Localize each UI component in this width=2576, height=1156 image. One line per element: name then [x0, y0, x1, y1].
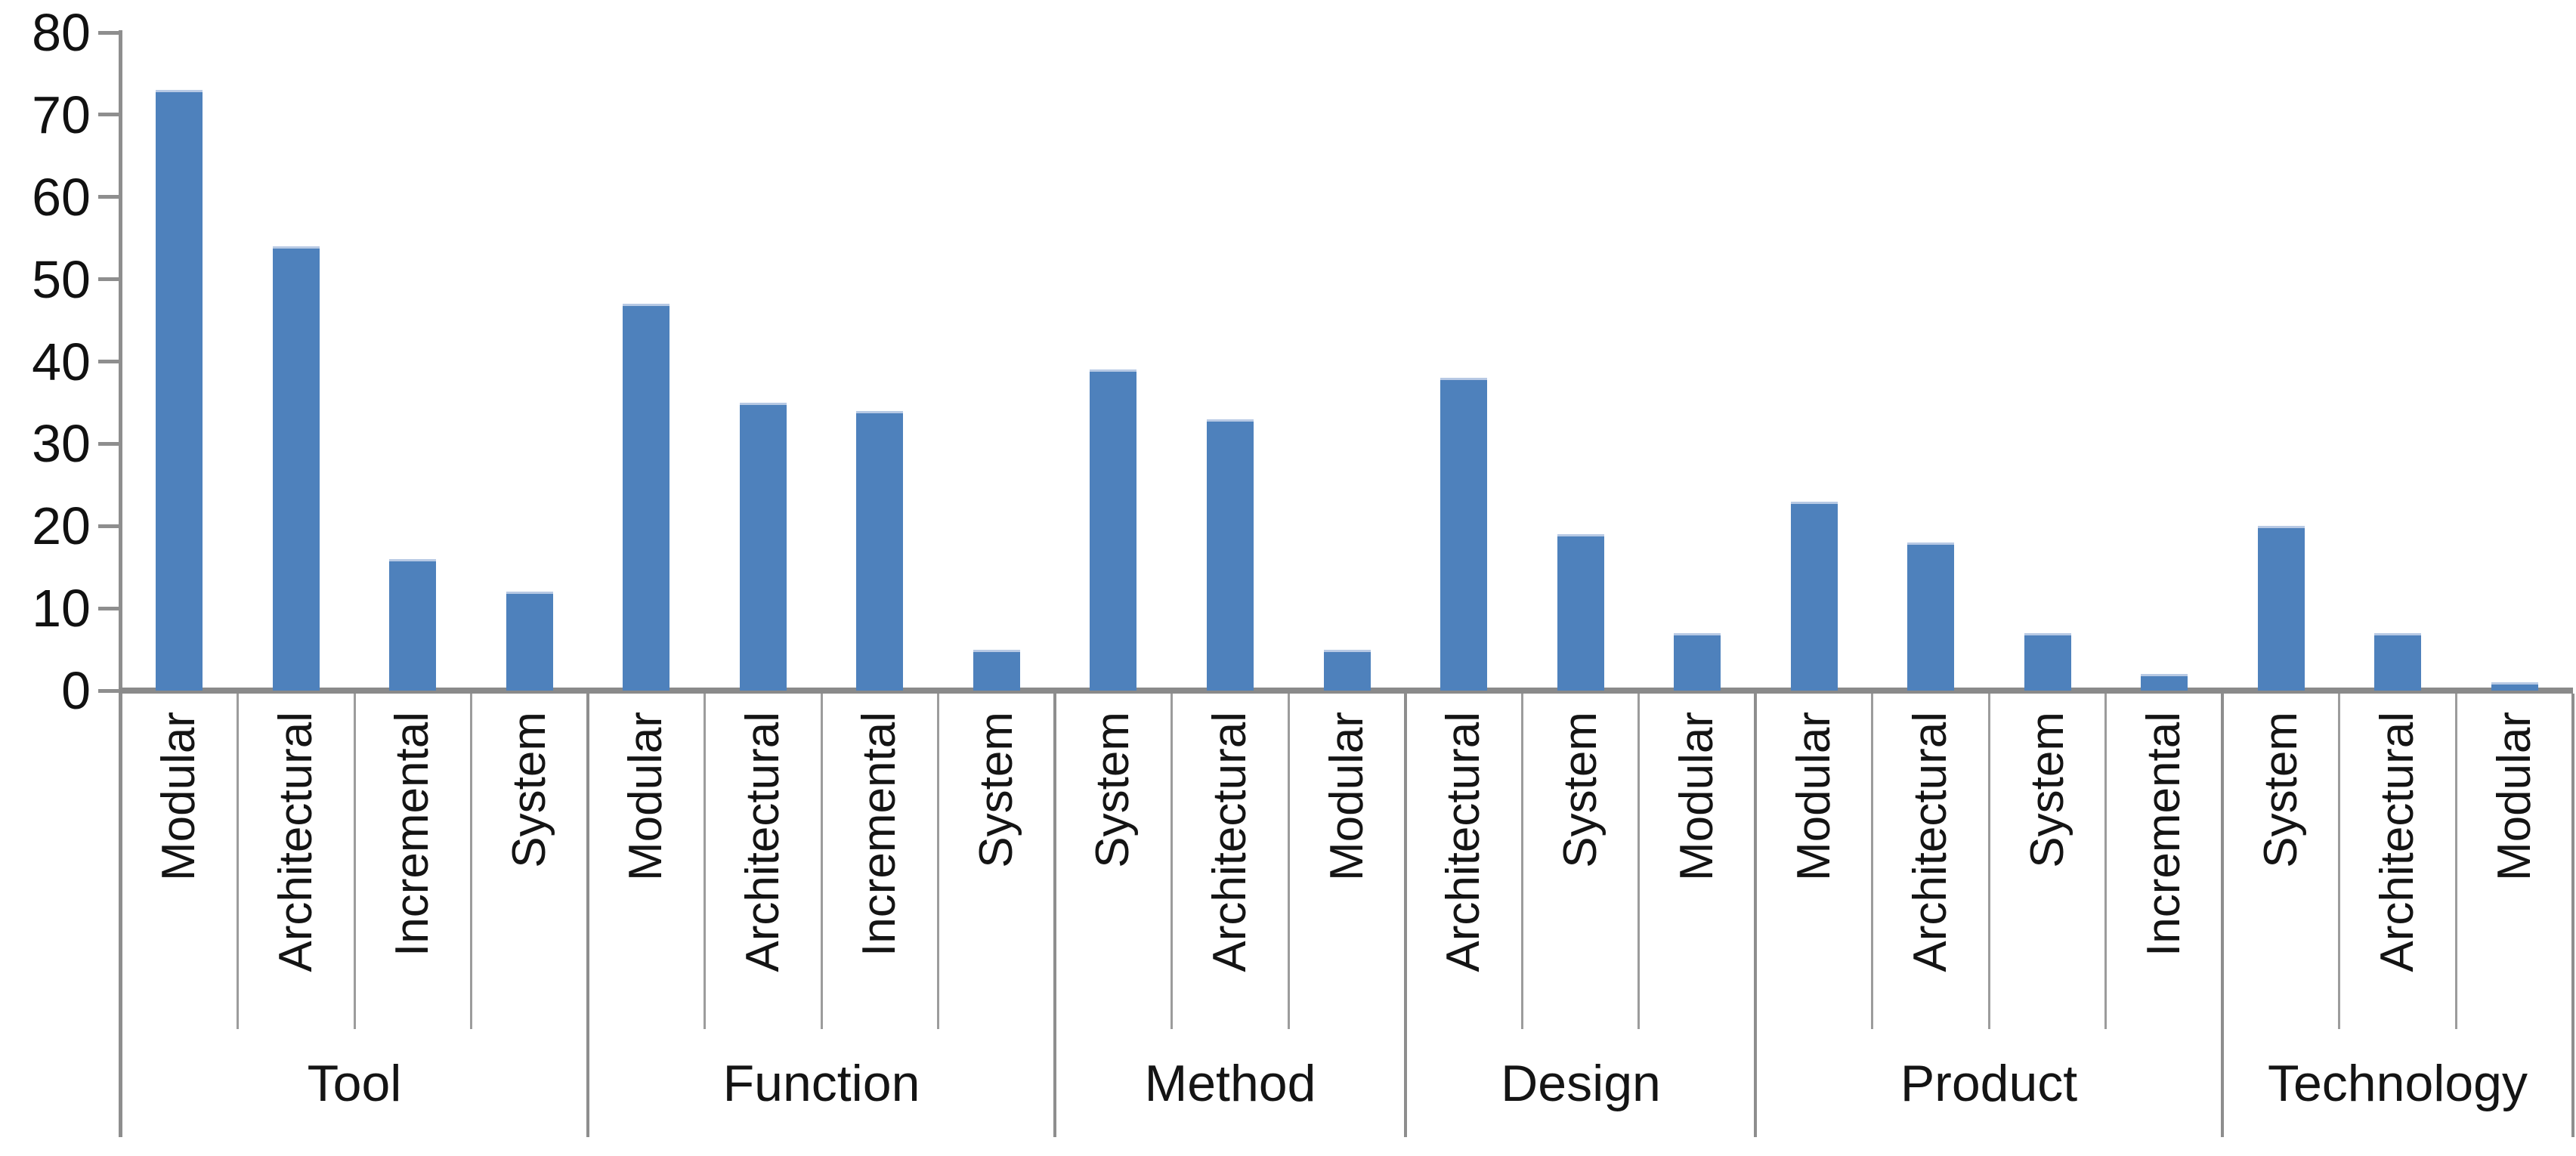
y-axis-tick-label: 50	[32, 250, 91, 309]
group-separator	[1754, 694, 1757, 1137]
bar-technology-modular	[2491, 682, 2538, 691]
category-separator	[704, 694, 706, 1029]
bar-label: System	[970, 712, 1022, 868]
y-axis-tick-mark	[98, 113, 119, 116]
bar-product-incremental	[2141, 674, 2188, 691]
bar-tool-modular	[156, 90, 203, 691]
bar-tool-architectural	[273, 246, 320, 691]
y-axis-tick-label: 70	[32, 85, 91, 144]
bar-function-modular	[623, 304, 670, 691]
bar-label: System	[2255, 712, 2307, 868]
group-label: Function	[722, 1055, 920, 1112]
category-separator	[1871, 694, 1873, 1029]
bar-label: Modular	[2488, 712, 2540, 881]
category-separator	[470, 694, 472, 1029]
group-label: Tool	[307, 1055, 402, 1112]
category-separator	[1288, 694, 1290, 1029]
bar-technology-architectural	[2374, 633, 2421, 691]
y-axis-tick-label: 60	[32, 168, 91, 227]
category-separator	[937, 694, 939, 1029]
x-axis-line	[119, 688, 2573, 694]
bar-method-system	[1090, 369, 1136, 691]
y-axis-tick-label: 20	[32, 496, 91, 555]
y-axis-tick-mark	[98, 689, 119, 693]
bar-function-architectural	[740, 403, 787, 691]
group-label: Technology	[2267, 1055, 2528, 1112]
bar-label: Modular	[1671, 712, 1723, 881]
category-separator	[1988, 694, 1990, 1029]
y-axis-tick-label: 30	[32, 414, 91, 473]
category-separator	[821, 694, 823, 1029]
group-label: Design	[1501, 1055, 1661, 1112]
bar-method-architectural	[1207, 419, 1254, 691]
group-label: Method	[1144, 1055, 1316, 1112]
category-separator	[1170, 694, 1173, 1029]
y-axis-line	[119, 30, 122, 1137]
y-axis-tick-mark	[98, 360, 119, 363]
bar-label: Incremental	[386, 712, 438, 957]
y-axis-tick-label: 80	[32, 3, 91, 62]
bar-label: Incremental	[2138, 712, 2190, 957]
y-axis-tick-mark	[98, 607, 119, 610]
category-separator	[2455, 694, 2457, 1029]
bar-label: System	[2021, 712, 2073, 868]
bar-label: Architectural	[270, 712, 322, 972]
y-axis-tick-mark	[98, 195, 119, 199]
bar-function-incremental	[856, 411, 903, 691]
bar-label: Architectural	[1204, 712, 1256, 972]
bar-label: System	[503, 712, 555, 868]
bar-technology-system	[2258, 526, 2305, 691]
bar-design-modular	[1674, 633, 1721, 691]
bar-design-architectural	[1440, 378, 1487, 691]
bar-label: System	[1554, 712, 1607, 868]
y-axis-tick-mark	[98, 277, 119, 281]
group-separator	[2571, 694, 2574, 1137]
group-separator	[2221, 694, 2224, 1137]
bar-product-modular	[1791, 502, 1838, 691]
bar-label: Architectural	[1904, 712, 1956, 972]
bar-label: Modular	[1321, 712, 1373, 881]
group-separator	[586, 694, 589, 1137]
category-separator	[2104, 694, 2107, 1029]
y-axis-tick-label: 0	[61, 661, 91, 720]
y-axis-tick-mark	[98, 524, 119, 528]
bar-label: Modular	[153, 712, 205, 881]
y-axis-tick-label: 10	[32, 579, 91, 638]
bar-method-modular	[1324, 650, 1371, 691]
bar-label: Architectural	[1437, 712, 1489, 972]
y-axis-tick-mark	[98, 31, 119, 35]
bar-label: Modular	[620, 712, 672, 881]
bar-label: Architectural	[737, 712, 789, 972]
bar-tool-incremental	[389, 559, 436, 691]
group-label: Product	[1900, 1055, 2078, 1112]
category-separator	[237, 694, 239, 1029]
y-axis-tick-mark	[98, 442, 119, 446]
bar-product-system	[2024, 633, 2071, 691]
category-separator	[354, 694, 356, 1029]
group-separator	[1404, 694, 1407, 1137]
bar-function-system	[973, 650, 1020, 691]
category-separator	[1637, 694, 1640, 1029]
y-axis-tick-label: 40	[32, 332, 91, 391]
bar-design-system	[1557, 534, 1604, 691]
group-separator	[1053, 694, 1056, 1137]
bar-product-architectural	[1907, 542, 1954, 691]
bar-label: Modular	[1788, 712, 1840, 881]
bar-label: Architectural	[2371, 712, 2423, 972]
bar-label: System	[1087, 712, 1139, 868]
category-separator	[2338, 694, 2340, 1029]
bar-tool-system	[506, 592, 553, 691]
bar-label: Incremental	[853, 712, 905, 957]
category-separator	[1521, 694, 1523, 1029]
